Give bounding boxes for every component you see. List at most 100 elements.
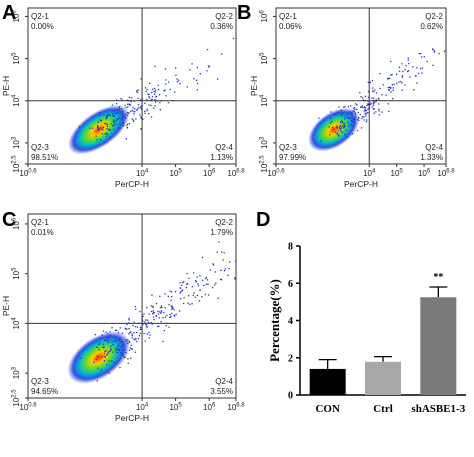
event-dot [191, 286, 193, 288]
event-dot [228, 267, 230, 270]
bar-con [309, 368, 346, 395]
event-dot [183, 281, 185, 283]
event-dot [121, 353, 123, 355]
event-dot [152, 305, 154, 307]
event-dot [362, 116, 364, 118]
event-dot [401, 63, 403, 65]
plot-frame [27, 7, 237, 165]
event-dot [148, 96, 150, 98]
event-dot [375, 101, 377, 103]
event-dot [93, 361, 95, 364]
event-dot [99, 115, 101, 117]
event-dot [179, 82, 181, 85]
event-dot [343, 126, 345, 128]
event-dot [150, 116, 153, 118]
event-dot [109, 136, 111, 138]
event-dot [128, 317, 130, 320]
event-dot [353, 110, 355, 113]
event-dot [367, 103, 369, 105]
event-dot [128, 341, 131, 344]
event-dot [152, 316, 155, 318]
panel-b: B Q2-10.06% Q2-20.62% Q2-397.99% Q2-41.33% 1… [237, 2, 456, 189]
event-dot [366, 112, 368, 114]
event-dot [375, 111, 377, 113]
event-dot [334, 131, 337, 133]
event-dot [344, 124, 346, 127]
event-dot [247, 255, 248, 256]
event-dot [144, 87, 147, 89]
panel-label-b: B [237, 2, 251, 24]
event-dot [421, 67, 424, 69]
event-dot [155, 314, 157, 317]
event-dot [187, 302, 189, 304]
event-dot [187, 295, 190, 297]
event-dot [388, 77, 391, 79]
event-dot [350, 117, 352, 119]
event-dot [140, 128, 142, 130]
event-dot [103, 355, 105, 357]
event-dot [101, 334, 103, 336]
event-dot [401, 76, 403, 78]
event-dot [145, 319, 147, 321]
event-dot [455, 34, 456, 35]
x-tick-label: 106 [418, 169, 431, 179]
event-dot [389, 86, 391, 88]
event-dot [130, 357, 132, 359]
event-dot [98, 128, 100, 130]
event-dot [111, 360, 113, 362]
event-dot [341, 131, 343, 133]
event-dot [206, 70, 208, 72]
event-dot [103, 114, 105, 116]
event-dot [136, 340, 138, 343]
event-dot [119, 366, 121, 369]
event-dot [241, 246, 242, 247]
event-dot [112, 115, 114, 117]
event-dot [372, 90, 374, 92]
event-dot [416, 82, 418, 84]
event-dot [361, 117, 363, 120]
event-dot [130, 101, 132, 103]
bar-chart: 0 2 4 6 8 Percentage(%) CON Ctrl shASBE1-3 ** [267, 242, 466, 415]
event-dot [140, 108, 143, 110]
event-dot [122, 344, 124, 346]
event-dot [115, 123, 117, 125]
event-dot [136, 91, 139, 94]
event-dot [375, 92, 378, 94]
event-dot [330, 111, 332, 113]
event-dot [148, 104, 150, 106]
event-dot [240, 249, 241, 250]
event-dot [133, 321, 135, 323]
x-axis-label: PerCP-H [344, 179, 378, 189]
event-dot [250, 253, 251, 254]
event-dot [157, 310, 159, 312]
event-dot [404, 69, 406, 71]
event-dot [175, 74, 177, 76]
event-dot [131, 337, 133, 339]
event-dot [133, 332, 135, 334]
event-dot [171, 312, 173, 315]
event-dot [133, 111, 135, 113]
event-dot [142, 320, 144, 322]
event-dot [140, 105, 142, 108]
event-dot [120, 97, 122, 100]
event-dot [367, 111, 369, 114]
event-dot [153, 311, 155, 314]
y-tick-label: 105 [260, 52, 270, 65]
quadrant-name: Q2-3 [31, 143, 49, 152]
event-dot [356, 118, 358, 121]
event-dot [165, 324, 167, 327]
event-dot [146, 326, 148, 328]
event-dot [144, 112, 146, 115]
event-dot [160, 311, 162, 313]
event-dot [347, 113, 349, 115]
quadrant-name: Q2-2 [425, 12, 443, 21]
event-dot [423, 56, 425, 58]
event-dot [336, 133, 338, 135]
y-tick-label: 8 [288, 242, 293, 253]
event-dot [209, 269, 212, 271]
event-dot [365, 113, 367, 115]
event-dot [169, 88, 171, 91]
event-dot [390, 86, 392, 89]
event-dot [364, 95, 367, 98]
event-dot [127, 342, 129, 344]
